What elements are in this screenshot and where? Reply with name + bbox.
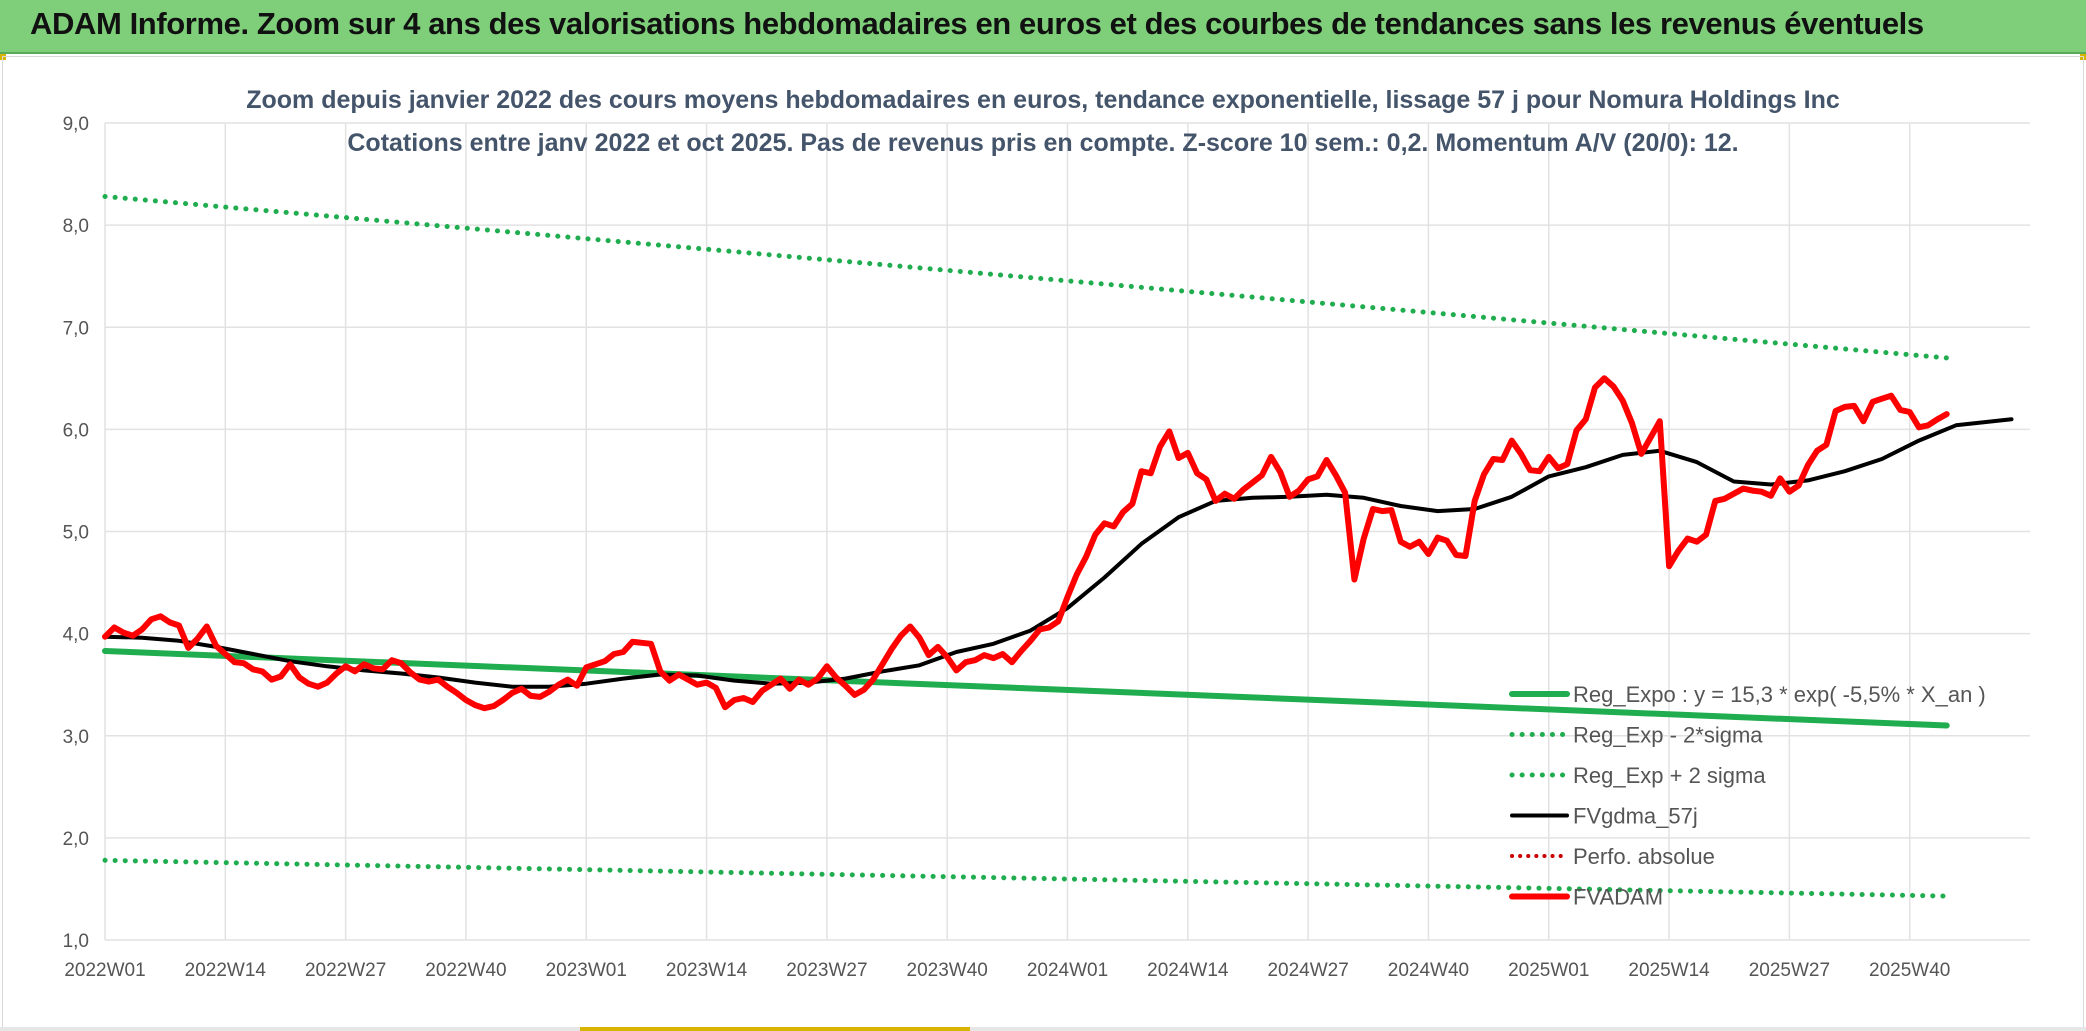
bottom-accent [580, 1027, 970, 1031]
y-tick-label: 6,0 [63, 420, 89, 441]
report-title: ADAM Informe. Zoom sur 4 ans des valoris… [30, 6, 1924, 41]
y-tick-label: 2,0 [63, 829, 89, 850]
x-tick-label: 2023W14 [666, 960, 748, 981]
series-line-reg-exp-minus-2sigma [102, 857, 1950, 899]
y-tick-label: 8,0 [63, 216, 89, 237]
chart-titles: Zoom depuis janvier 2022 des cours moyen… [246, 86, 1840, 157]
series-line-fvgdma-57j [103, 417, 2014, 689]
y-tick-label: 3,0 [63, 727, 89, 748]
legend-label-fvadam: FVADAM [1573, 885, 1663, 910]
x-tick-label: 2025W40 [1869, 960, 1950, 981]
legend-label-perfo-absolue: Perfo. absolue [1573, 844, 1715, 869]
report-banner: ADAM Informe. Zoom sur 4 ans des valoris… [0, 0, 2086, 54]
legend-label-fvgdma-57j: FVgdma_57j [1573, 804, 1698, 829]
x-tick-label: 2024W40 [1388, 960, 1469, 981]
bottom-bar [0, 1027, 2086, 1031]
legend-label-reg-exp-plus-2sigma: Reg_Exp + 2 sigma [1573, 763, 1766, 788]
y-tick-label: 9,0 [63, 114, 89, 135]
x-tick-label: 2025W14 [1628, 960, 1710, 981]
x-tick-label: 2023W40 [907, 960, 988, 981]
y-axis-ticks: 1,0 2,0 3,0 4,0 5,0 6,0 7,0 8,0 9,0 [63, 114, 89, 952]
x-tick-label: 2022W27 [305, 960, 386, 981]
x-tick-label: 2022W40 [425, 960, 506, 981]
chart-title: Zoom depuis janvier 2022 des cours moyen… [246, 86, 1840, 114]
chart-grid [104, 122, 2030, 941]
y-tick-label: 7,0 [63, 318, 89, 339]
y-tick-label: 5,0 [63, 523, 89, 544]
legend-label-reg-expo: Reg_Expo : y = 15,3 * exp( -5,5% * X_an … [1573, 682, 1986, 707]
accent-mark-left [0, 54, 6, 60]
y-tick-label: 1,0 [63, 931, 89, 952]
chart-legend: Reg_Expo : y = 15,3 * exp( -5,5% * X_an … [1509, 682, 1986, 910]
x-tick-label: 2022W01 [64, 960, 145, 981]
x-tick-label: 2025W01 [1508, 960, 1589, 981]
x-tick-label: 2024W01 [1027, 960, 1108, 981]
x-axis-ticks: 2022W01 2022W14 2022W27 2022W40 2023W01 2023W… [64, 960, 1950, 981]
x-tick-label: 2025W27 [1749, 960, 1830, 981]
y-tick-label: 4,0 [63, 625, 89, 646]
series-line-fvadam [102, 375, 1950, 712]
x-tick-label: 2023W01 [546, 960, 627, 981]
x-tick-label: 2024W14 [1147, 960, 1229, 981]
x-tick-label: 2022W14 [185, 960, 267, 981]
x-tick-label: 2023W27 [786, 960, 867, 981]
chart-subtitle: Cotations entre janv 2022 et oct 2025. P… [347, 129, 1738, 157]
legend-label-reg-exp-minus-2sigma: Reg_Exp - 2*sigma [1573, 723, 1763, 748]
chart-series [102, 194, 2014, 899]
series-line-reg-expo [102, 648, 1950, 729]
series-line-reg-exp-plus-2sigma [102, 194, 1950, 361]
x-tick-label: 2024W27 [1267, 960, 1348, 981]
